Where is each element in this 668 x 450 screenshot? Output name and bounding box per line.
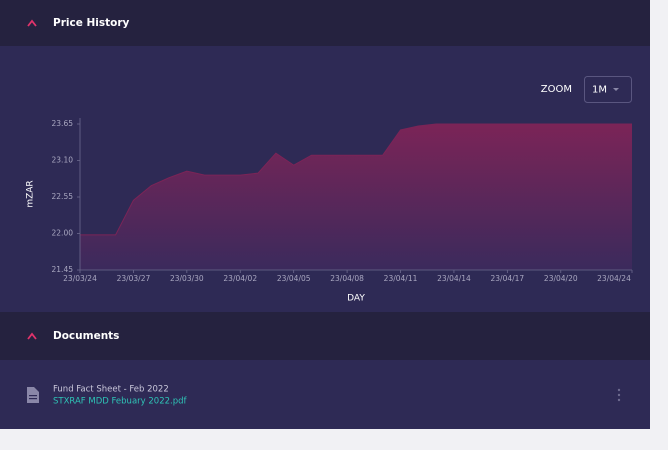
area-fill bbox=[80, 124, 632, 270]
x-tick-label: 23/04/02 bbox=[223, 274, 257, 283]
document-row[interactable]: Fund Fact Sheet - Feb 2022 STXRAF MDD Fe… bbox=[27, 385, 621, 407]
y-tick-label: 23.65 bbox=[52, 119, 74, 128]
file-icon-line bbox=[29, 398, 37, 400]
zoom-value: 1M bbox=[592, 85, 607, 96]
x-tick-label: 23/04/20 bbox=[544, 274, 578, 283]
x-tick-label: 23/04/17 bbox=[491, 274, 525, 283]
document-title: Fund Fact Sheet - Feb 2022 bbox=[53, 385, 169, 395]
menu-dot[interactable] bbox=[617, 398, 621, 402]
document-file[interactable]: STXRAF MDD Febuary 2022.pdf bbox=[53, 397, 188, 407]
collapse-chevron[interactable] bbox=[27, 332, 37, 340]
x-tick-label: 23/03/27 bbox=[117, 274, 151, 283]
select-caret bbox=[613, 88, 619, 91]
section-title: Documents bbox=[53, 330, 119, 342]
x-tick-label: 23/04/11 bbox=[384, 274, 418, 283]
section-title: Price History bbox=[53, 17, 130, 29]
area-line bbox=[80, 123, 632, 236]
y-tick-label: 22.55 bbox=[52, 192, 74, 201]
y-tick-label: 22.00 bbox=[52, 229, 74, 238]
x-axis-label: DAY bbox=[347, 294, 365, 304]
menu-dot[interactable] bbox=[617, 393, 621, 397]
y-tick-label: 23.10 bbox=[52, 156, 74, 165]
collapse-chevron[interactable] bbox=[27, 19, 37, 27]
x-tick-label: 23/03/24 bbox=[63, 274, 97, 283]
menu-dot[interactable] bbox=[617, 388, 621, 392]
x-tick-label: 23/04/08 bbox=[330, 274, 364, 283]
document-panel bbox=[0, 360, 650, 429]
x-tick-label: 23/04/14 bbox=[437, 274, 471, 283]
x-tick-label: 23/04/05 bbox=[277, 274, 311, 283]
y-axis-label: mZAR bbox=[26, 180, 36, 207]
x-tick-label: 23/04/24 bbox=[597, 274, 631, 283]
zoom-select[interactable] bbox=[584, 76, 632, 103]
file-icon-line bbox=[29, 395, 37, 397]
zoom-label: ZOOM bbox=[541, 84, 572, 95]
x-tick-label: 23/03/30 bbox=[170, 274, 204, 283]
y-tick-label: 21.45 bbox=[52, 265, 74, 274]
